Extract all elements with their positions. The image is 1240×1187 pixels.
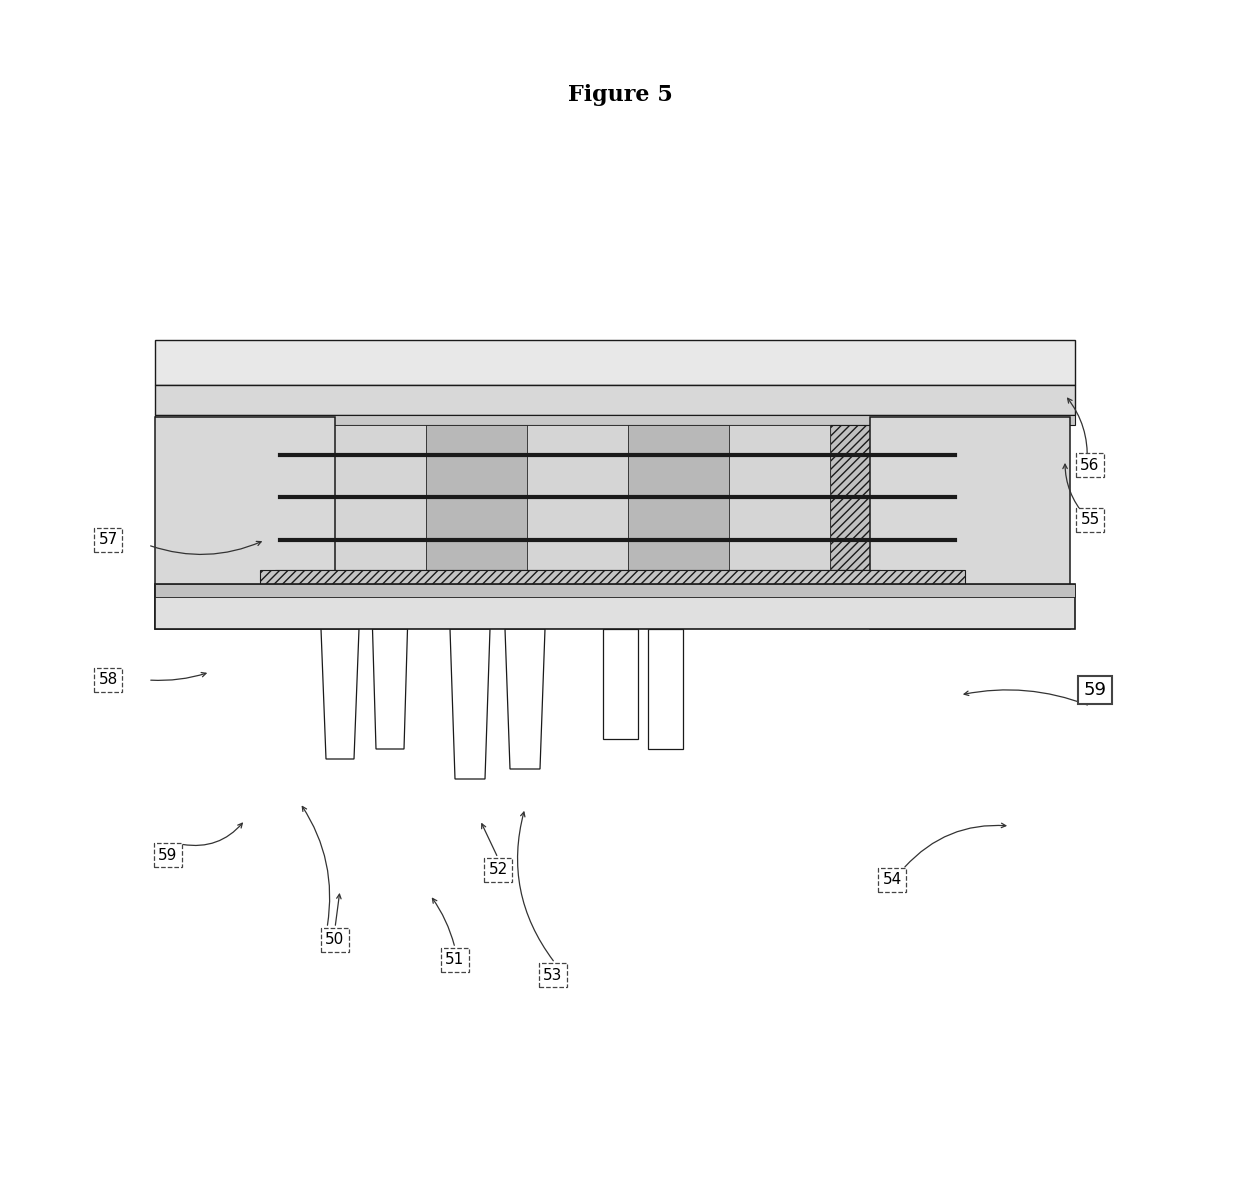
Text: 53: 53 <box>543 967 563 983</box>
Text: 52: 52 <box>489 863 507 877</box>
Bar <box>160 589 330 624</box>
Bar <box>155 584 1075 597</box>
Bar <box>155 385 1075 415</box>
Bar <box>830 425 880 570</box>
Bar <box>875 589 920 624</box>
Bar <box>155 584 1075 629</box>
Bar <box>627 425 729 570</box>
Bar <box>155 339 1075 385</box>
Text: 54: 54 <box>883 872 901 888</box>
Bar <box>880 425 960 570</box>
Polygon shape <box>450 629 490 779</box>
Polygon shape <box>321 629 360 758</box>
Polygon shape <box>372 629 408 749</box>
Text: Figure 5: Figure 5 <box>568 84 672 106</box>
Text: 51: 51 <box>445 952 465 967</box>
Bar <box>935 589 1060 624</box>
Bar <box>729 425 830 570</box>
Bar <box>155 415 1075 425</box>
Bar <box>155 417 335 629</box>
Bar <box>265 425 325 570</box>
Bar <box>603 629 637 740</box>
Text: 50: 50 <box>325 933 345 947</box>
Text: 59: 59 <box>159 848 177 863</box>
Bar <box>647 629 682 749</box>
Text: 58: 58 <box>98 673 118 687</box>
Bar <box>427 425 527 570</box>
Bar <box>260 570 965 584</box>
Text: 55: 55 <box>1080 513 1100 527</box>
Bar <box>870 417 1070 629</box>
Bar <box>527 425 627 570</box>
Polygon shape <box>505 629 546 769</box>
Text: 59: 59 <box>1084 681 1106 699</box>
Bar <box>325 425 427 570</box>
Text: 56: 56 <box>1080 457 1100 472</box>
Text: 57: 57 <box>98 533 118 547</box>
Bar <box>275 570 880 584</box>
